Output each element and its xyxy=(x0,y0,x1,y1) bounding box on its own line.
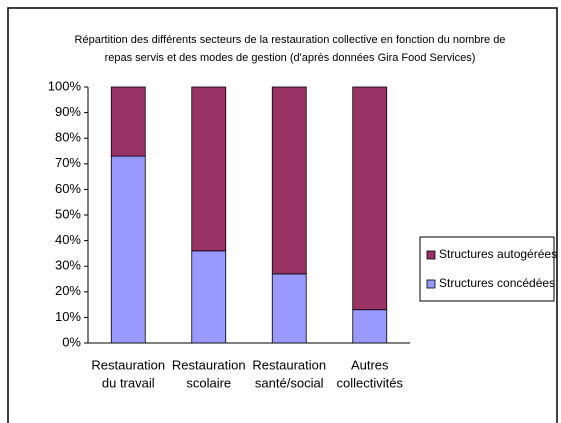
y-tick-label: 0% xyxy=(62,334,81,349)
y-tick-label: 50% xyxy=(55,206,81,221)
chart-title: repas servis et des modes de gestion (d'… xyxy=(105,52,476,64)
x-tick-label: santé/social xyxy=(255,375,324,390)
bar-segment xyxy=(110,86,146,157)
y-tick-label: 100% xyxy=(48,78,82,93)
legend-label: Structures autogérées xyxy=(439,247,557,261)
bar-segment xyxy=(271,273,307,344)
bar-segment xyxy=(352,86,388,311)
y-tick-label: 30% xyxy=(55,258,81,273)
y-tick-label: 80% xyxy=(55,130,81,145)
x-tick-label: scolaire xyxy=(186,375,231,390)
y-tick-label: 70% xyxy=(55,155,81,170)
chart-title: Répartition des différents secteurs de l… xyxy=(75,34,506,46)
legend-swatch xyxy=(426,250,436,260)
bar-segment xyxy=(110,155,146,344)
x-tick-label: du travail xyxy=(102,375,155,390)
x-tick-label: Restauration xyxy=(91,357,165,372)
legend-label: Structures concédées xyxy=(439,276,555,290)
y-tick-label: 20% xyxy=(55,283,81,298)
y-tick-label: 60% xyxy=(55,181,81,196)
bar-segment xyxy=(191,86,227,252)
bar-segment xyxy=(352,309,388,344)
x-tick-label: Restauration xyxy=(252,357,326,372)
x-tick-label: Restauration xyxy=(172,357,246,372)
bar-segment xyxy=(271,86,307,275)
legend-swatch xyxy=(426,279,436,289)
bar-segment xyxy=(191,250,227,344)
x-tick-label: Autres xyxy=(351,357,389,372)
legend-box xyxy=(419,236,555,302)
y-tick-label: 10% xyxy=(55,309,81,324)
y-tick-label: 40% xyxy=(55,232,81,247)
x-tick-label: collectivités xyxy=(337,375,404,390)
y-tick-label: 90% xyxy=(55,104,81,119)
